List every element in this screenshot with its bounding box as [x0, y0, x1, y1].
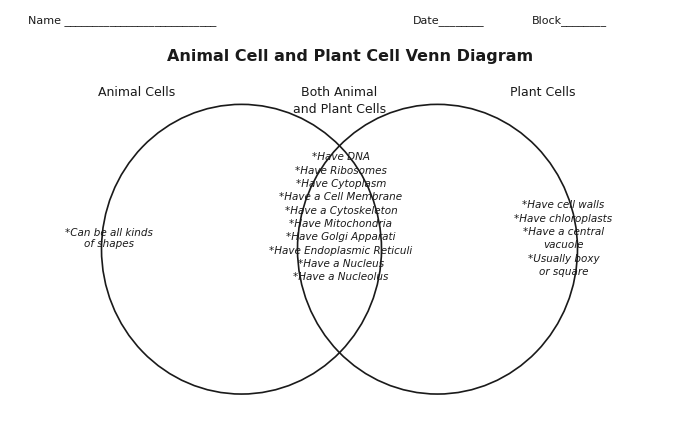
Text: Date________: Date________	[413, 15, 484, 26]
Text: Block________: Block________	[532, 15, 607, 26]
Text: *Can be all kinds
of shapes: *Can be all kinds of shapes	[64, 228, 153, 249]
Text: *Have cell walls
*Have chloroplasts
*Have a central
vacuole
*Usually boxy
or squ: *Have cell walls *Have chloroplasts *Hav…	[514, 200, 612, 277]
Text: Animal Cells: Animal Cells	[98, 86, 175, 99]
Text: Both Animal
and Plant Cells: Both Animal and Plant Cells	[293, 86, 386, 116]
Text: Plant Cells: Plant Cells	[510, 86, 575, 99]
Text: Name ___________________________: Name ___________________________	[28, 15, 216, 26]
Text: *Have DNA
*Have Ribosomes
*Have Cytoplasm
*Have a Cell Membrane
*Have a Cytoskel: *Have DNA *Have Ribosomes *Have Cytoplas…	[270, 152, 412, 282]
Text: Animal Cell and Plant Cell Venn Diagram: Animal Cell and Plant Cell Venn Diagram	[167, 49, 533, 64]
